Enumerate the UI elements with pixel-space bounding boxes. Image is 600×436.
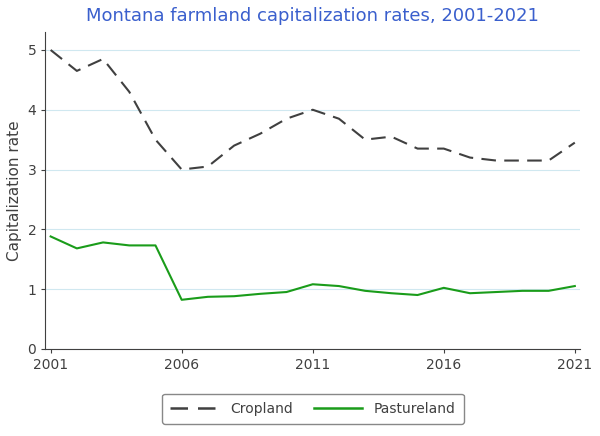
Title: Montana farmland capitalization rates, 2001-2021: Montana farmland capitalization rates, 2…: [86, 7, 539, 25]
Legend: Cropland, Pastureland: Cropland, Pastureland: [162, 394, 464, 424]
Y-axis label: Capitalization rate: Capitalization rate: [7, 120, 22, 261]
